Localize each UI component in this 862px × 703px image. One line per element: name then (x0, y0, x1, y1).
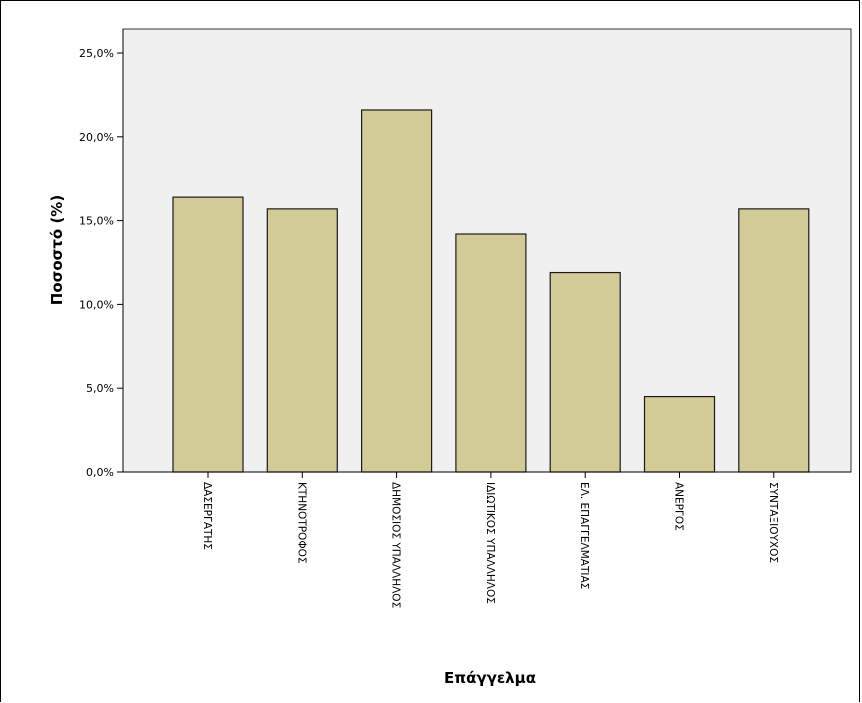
y-tick-label: 25,0% (79, 47, 114, 60)
y-axis: 0,0% 5,0% 10,0% 15,0% 20,0% 25,0% (79, 29, 124, 479)
bar (643, 395, 716, 473)
bar (361, 109, 433, 473)
bar (172, 196, 244, 473)
x-tick-label: ΔΗΜΟΣΙΟΣ ΥΠΑΛΛΗΛΟΣ (390, 482, 402, 608)
bar (549, 271, 621, 473)
x-tick-label: ΚΤΗΝΟΤΡΟΦΟΣ (295, 482, 307, 564)
y-tick-label: 5,0% (86, 382, 114, 395)
x-axis-title: Επάγγελμα (444, 669, 536, 687)
y-tick-label: 15,0% (79, 215, 114, 228)
bar (738, 208, 810, 473)
x-tick-label: ΙΔΙΩΤΙΚΟΣ ΥΠΑΛΛΗΛΟΣ (484, 482, 496, 604)
y-tick-label: 0,0% (86, 466, 114, 479)
x-tick-label: ΕΛ. ΕΠΑΓΓΕΛΜΑΤΙΑΣ (578, 482, 590, 589)
x-tick-label: ΣΥΝΤΑΞΙΟΥΧΟΣ (767, 482, 779, 563)
y-tick-label: 10,0% (79, 298, 114, 311)
y-tick-label: 20,0% (79, 131, 114, 144)
bar (266, 208, 338, 473)
x-tick-label: ΑΝΕΡΓΟΣ (673, 482, 685, 531)
bars-group (172, 109, 810, 473)
y-axis-title: Ποσοστό (%) (48, 195, 66, 305)
bar (455, 233, 527, 473)
x-tick-label: ΔΑΣΕΡΓΑΤΗΣ (201, 482, 213, 550)
x-axis: ΔΑΣΕΡΓΑΤΗΣ ΚΤΗΝΟΤΡΟΦΟΣ ΔΗΜΟΣΙΟΣ ΥΠΑΛΛΗΛΟΣ Ι… (117, 471, 851, 608)
